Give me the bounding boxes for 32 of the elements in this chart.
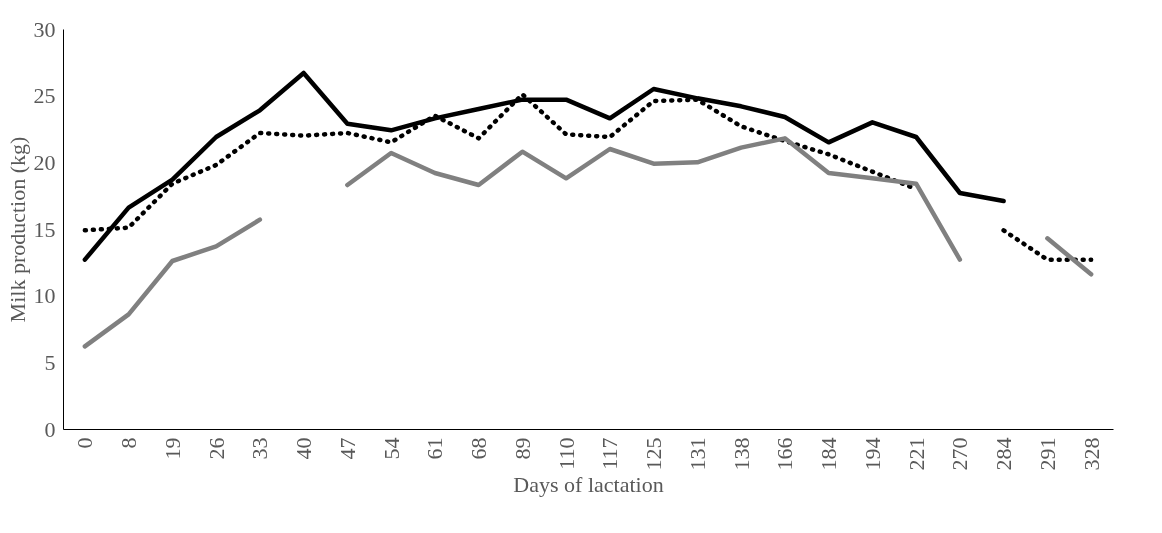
y-tick-label: 25 xyxy=(33,83,56,109)
x-tick-label: 184 xyxy=(816,437,842,471)
y-tick-label: 10 xyxy=(33,283,56,309)
x-tick-label: 110 xyxy=(553,437,579,470)
x-axis-title: Days of lactation xyxy=(513,471,664,497)
x-tick-label: 117 xyxy=(597,437,623,470)
x-tick-label: 8 xyxy=(116,437,142,449)
x-tick-label: 131 xyxy=(684,437,710,471)
y-tick-label: 30 xyxy=(33,16,56,42)
x-tick-label: 138 xyxy=(728,437,754,471)
x-tick-label: 221 xyxy=(903,437,929,471)
x-tick-label: 89 xyxy=(509,437,535,460)
x-tick-label: 68 xyxy=(466,437,492,460)
x-tick-label: 284 xyxy=(991,437,1017,471)
y-tick-label: 5 xyxy=(44,349,56,375)
x-tick-label: 61 xyxy=(422,437,448,460)
x-tick-label: 270 xyxy=(947,437,973,471)
x-tick-label: 328 xyxy=(1078,437,1104,471)
x-tick-label: 26 xyxy=(203,437,229,460)
x-tick-label: 40 xyxy=(291,437,317,460)
y-tick-label: 20 xyxy=(33,149,56,175)
x-tick-label: 166 xyxy=(772,437,798,471)
x-tick-label: 291 xyxy=(1034,437,1060,471)
y-axis-title: Milk production (kg) xyxy=(4,136,30,323)
x-tick-label: 194 xyxy=(859,437,885,471)
x-tick-label: 125 xyxy=(641,437,667,471)
x-tick-label: 54 xyxy=(378,437,404,460)
x-tick-label: 19 xyxy=(159,437,185,460)
x-tick-label: 47 xyxy=(334,437,360,460)
y-tick-label: 15 xyxy=(33,216,56,242)
x-tick-label: 33 xyxy=(247,437,273,460)
x-tick-label: 0 xyxy=(72,437,98,449)
